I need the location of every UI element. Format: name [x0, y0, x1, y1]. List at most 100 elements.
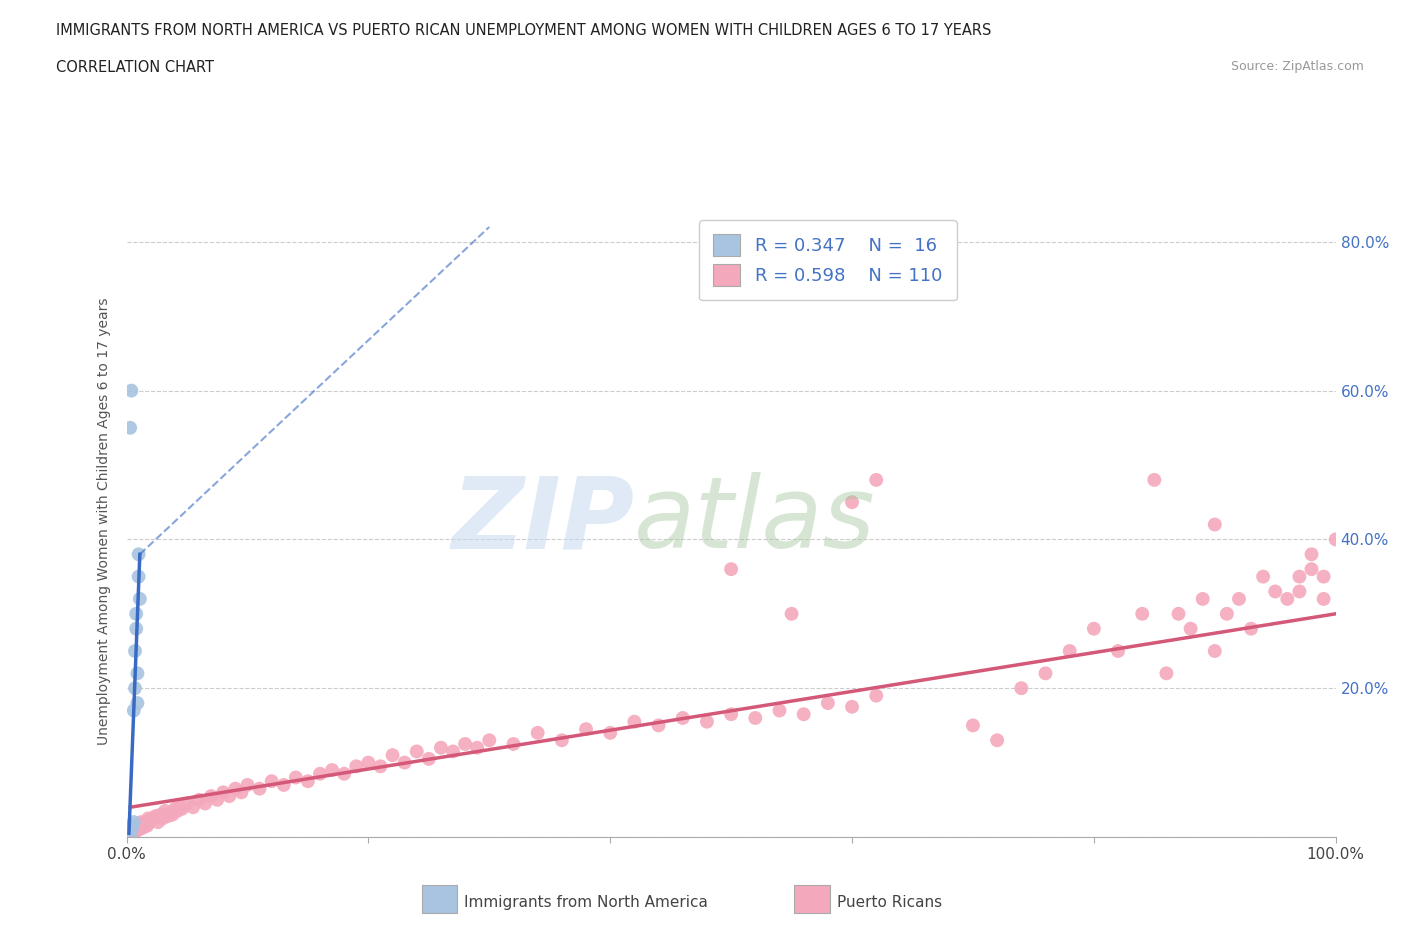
Point [744, 711, 766, 725]
Point [1227, 591, 1250, 606]
Point [1312, 569, 1334, 584]
Point [120, 824, 142, 839]
Point [284, 770, 307, 785]
Point [163, 802, 186, 817]
Point [172, 802, 194, 817]
Point [1324, 532, 1347, 547]
Point [1301, 562, 1323, 577]
Point [1167, 606, 1189, 621]
Point [129, 815, 152, 830]
Point [162, 807, 184, 822]
Point [120, 826, 142, 841]
Point [125, 606, 148, 621]
Text: CORRELATION CHART: CORRELATION CHART [56, 60, 214, 75]
Point [1240, 621, 1263, 636]
Point [136, 811, 159, 826]
Point [1264, 584, 1286, 599]
Text: IMMIGRANTS FROM NORTH AMERICA VS PUERTO RICAN UNEMPLOYMENT AMONG WOMEN WITH CHIL: IMMIGRANTS FROM NORTH AMERICA VS PUERTO … [56, 23, 991, 38]
Point [124, 681, 146, 696]
Point [454, 737, 477, 751]
Point [1035, 666, 1057, 681]
Point [236, 777, 259, 792]
Point [134, 818, 156, 833]
Point [156, 809, 179, 824]
Point [128, 569, 150, 584]
Point [142, 811, 165, 826]
Point [817, 696, 839, 711]
Point [1216, 606, 1239, 621]
Point [623, 714, 645, 729]
Point [309, 766, 332, 781]
Point [1312, 591, 1334, 606]
Text: Immigrants from North America: Immigrants from North America [464, 895, 707, 910]
Point [149, 807, 172, 822]
Point [418, 751, 440, 766]
Point [120, 383, 142, 398]
Point [131, 820, 153, 835]
Point [200, 789, 222, 804]
Point [260, 774, 283, 789]
Point [139, 813, 162, 828]
Point [599, 725, 621, 740]
Point [841, 699, 863, 714]
Point [405, 744, 427, 759]
Point [128, 818, 150, 833]
Point [430, 740, 453, 755]
Point [1010, 681, 1032, 696]
Point [1288, 569, 1310, 584]
Point [768, 703, 790, 718]
Point [224, 781, 246, 796]
Point [155, 804, 177, 818]
Point [194, 796, 217, 811]
Point [465, 740, 488, 755]
Point [120, 826, 142, 841]
Point [121, 818, 143, 833]
Point [478, 733, 501, 748]
Point [1251, 569, 1274, 584]
Y-axis label: Unemployment Among Women with Children Ages 6 to 17 years: Unemployment Among Women with Children A… [97, 297, 111, 745]
Point [1143, 472, 1166, 487]
Point [127, 818, 149, 833]
Point [526, 725, 548, 740]
Point [122, 703, 145, 718]
Point [1107, 644, 1129, 658]
Point [122, 815, 145, 830]
Point [841, 495, 863, 510]
Point [780, 606, 803, 621]
Point [152, 811, 174, 826]
Point [575, 722, 598, 737]
Point [120, 420, 142, 435]
Point [647, 718, 669, 733]
Point [124, 820, 146, 835]
Point [720, 707, 742, 722]
Text: ZIP: ZIP [451, 472, 634, 569]
Point [136, 818, 159, 833]
Text: atlas: atlas [634, 472, 876, 569]
Point [135, 815, 157, 830]
Point [125, 824, 148, 839]
Point [132, 817, 155, 831]
Point [297, 774, 319, 789]
Point [169, 800, 191, 815]
Point [127, 666, 149, 681]
Point [120, 822, 142, 837]
Point [394, 755, 416, 770]
Point [218, 789, 240, 804]
Point [127, 696, 149, 711]
Point [1083, 621, 1105, 636]
Point [321, 763, 343, 777]
Point [344, 759, 367, 774]
Point [1191, 591, 1213, 606]
Point [128, 822, 150, 837]
Point [138, 815, 160, 830]
Point [1156, 666, 1178, 681]
Text: Source: ZipAtlas.com: Source: ZipAtlas.com [1230, 60, 1364, 73]
Point [121, 822, 143, 837]
Point [381, 748, 404, 763]
Point [212, 785, 235, 800]
Point [1130, 606, 1153, 621]
Point [672, 711, 695, 725]
Point [1301, 547, 1323, 562]
Point [146, 815, 169, 830]
Point [696, 714, 718, 729]
